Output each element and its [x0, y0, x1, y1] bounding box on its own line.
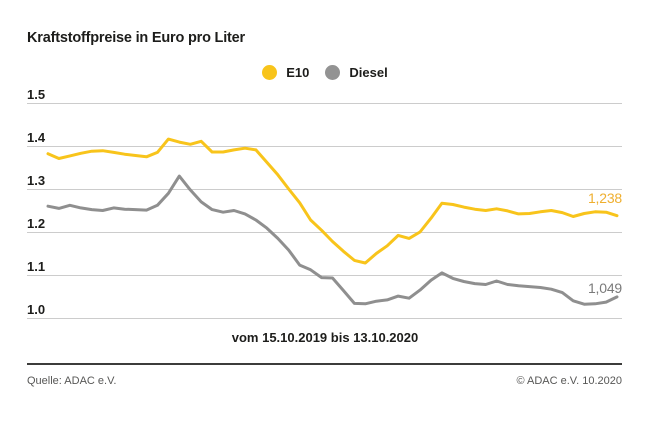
- y-axis-label-1-2: 1.2: [27, 216, 46, 231]
- y-axis-label-1-0: 1.0: [27, 302, 46, 317]
- gridline-1-1: [27, 275, 622, 276]
- footer-divider: [27, 363, 622, 365]
- y-axis-label-1-4: 1.4: [27, 130, 46, 145]
- y-axis-label-1-1: 1.1: [27, 259, 46, 274]
- e10-legend-dot-icon: [262, 65, 278, 80]
- y-axis-label-1-5: 1.5: [27, 87, 46, 102]
- y-axis-label-1-3: 1.3: [27, 173, 46, 188]
- gridline-1-0: [27, 318, 622, 319]
- diesel-end-value-label: 1,049: [587, 280, 622, 296]
- e10-end-value-label: 1,238: [587, 190, 622, 206]
- e10-legend-label: E10: [286, 65, 310, 80]
- copyright-note: © ADAC e.V. 10.2020: [516, 375, 622, 387]
- date-range-caption: vom 15.10.2019 bis 13.10.2020: [231, 330, 419, 345]
- page-title: Kraftstoffpreise in Euro pro Liter: [27, 30, 245, 46]
- diesel-legend-label: Diesel: [349, 65, 388, 80]
- diesel-legend-dot-icon: [325, 65, 341, 80]
- gridline-1-2: [27, 232, 622, 233]
- legend: E10 Diesel: [0, 65, 650, 80]
- gridline-1-5: [27, 103, 622, 104]
- gridline-1-4: [27, 146, 622, 147]
- source-note: Quelle: ADAC e.V.: [27, 375, 117, 387]
